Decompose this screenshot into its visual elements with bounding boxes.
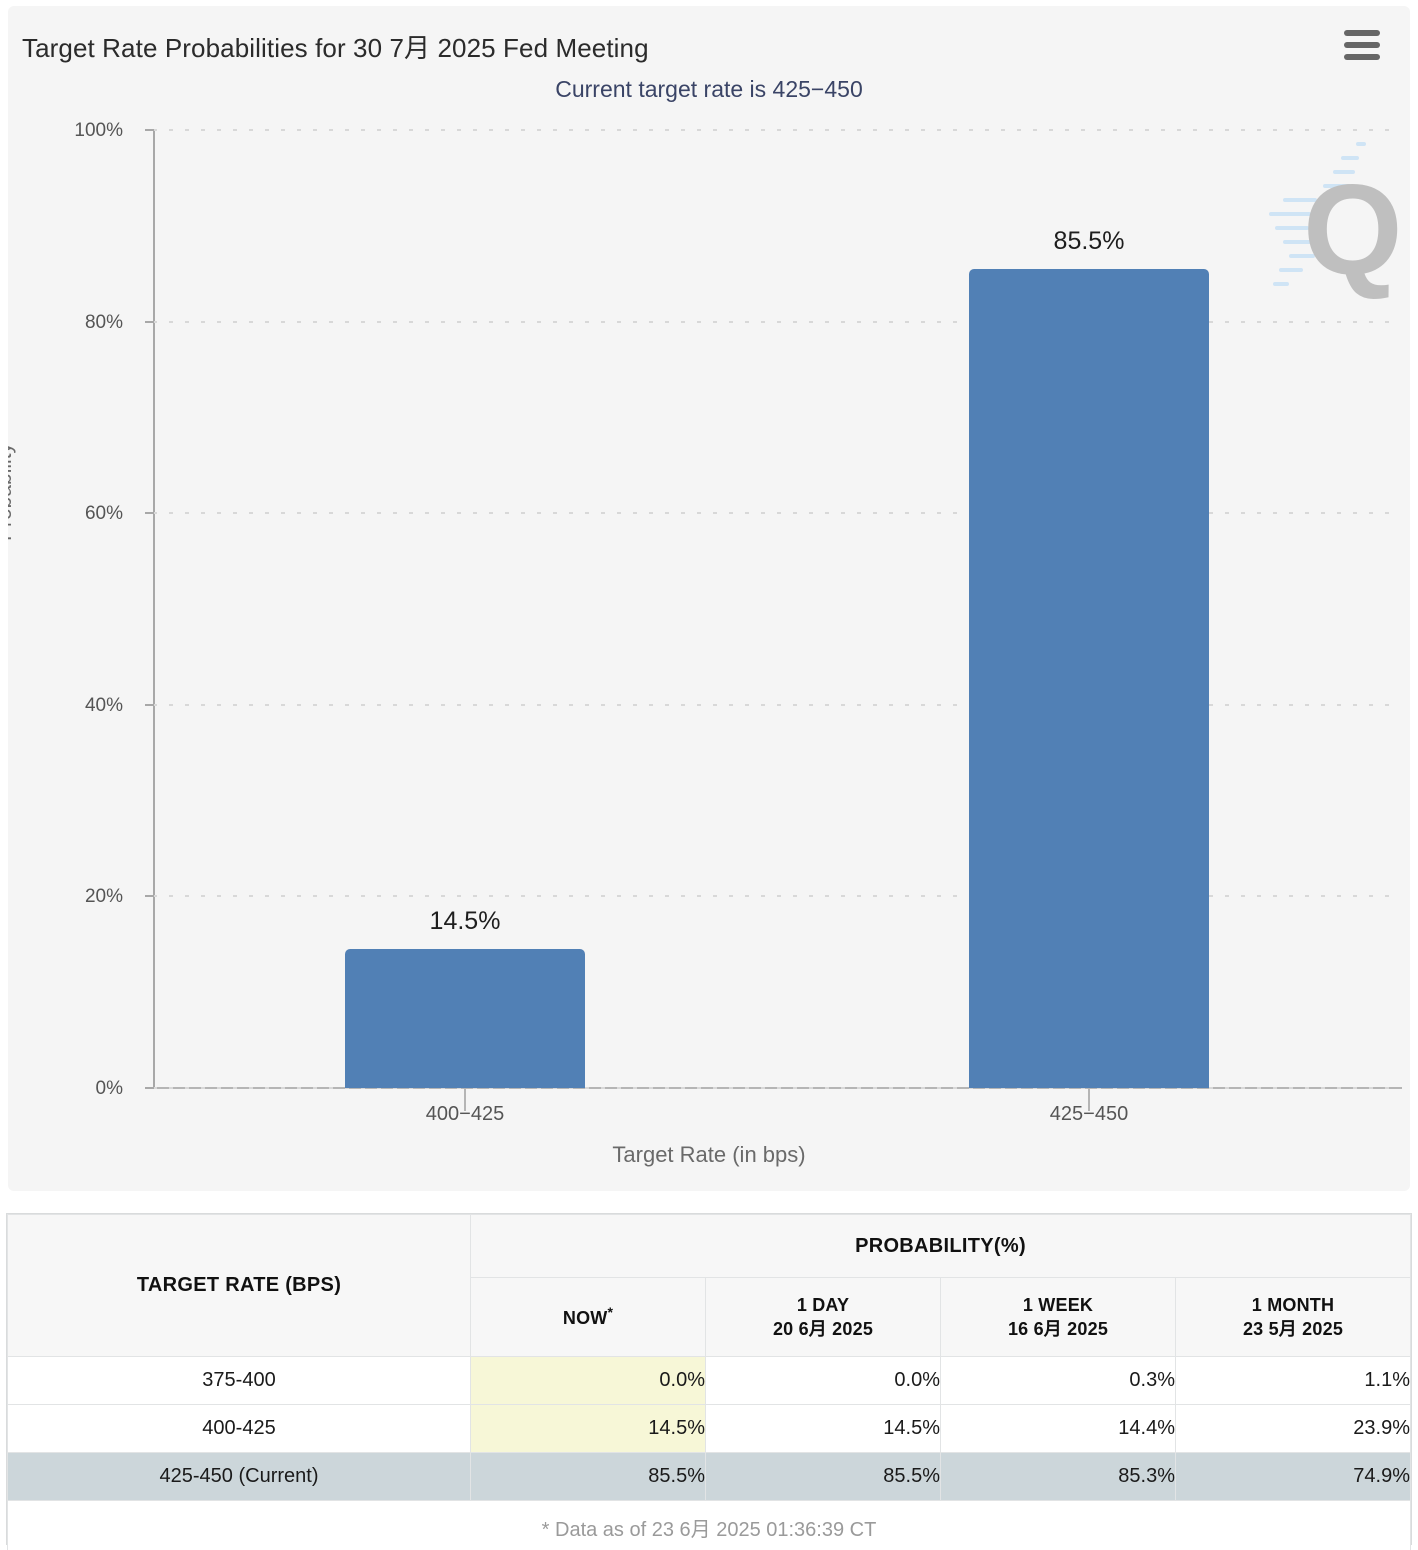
table-footnote-row: * Data as of 23 6月 2025 01:36:39 CT: [7, 1500, 1411, 1550]
bar-value-label: 14.5%: [429, 907, 501, 936]
header-col-now-star: *: [607, 1304, 614, 1321]
gridline: [153, 129, 1401, 131]
header-probability-group: PROBABILITY(%): [470, 1214, 1411, 1278]
cell-1week: 14.4%: [940, 1404, 1176, 1453]
y-axis-line: [153, 130, 155, 1088]
bar-value-label: 85.5%: [1053, 226, 1125, 255]
header-col-1week-label: 1 WEEK: [1022, 1294, 1094, 1315]
probability-table-panel: TARGET RATE (BPS) PROBABILITY(%) NOW* 1 …: [6, 1213, 1412, 1550]
y-tick-label: 60%: [84, 503, 123, 525]
x-tick-mark: [464, 1089, 466, 1111]
y-tick-mark: [145, 512, 154, 515]
header-col-1week-date: 16 6月 2025: [1007, 1319, 1109, 1339]
x-axis-title: Target Rate (in bps): [612, 1142, 806, 1167]
y-tick-label: 0%: [95, 1078, 123, 1099]
bar-425-450[interactable]: [969, 268, 1209, 1088]
gridline: [153, 320, 1401, 323]
y-tick-label: 80%: [84, 311, 123, 333]
x-tick-mark: [1088, 1089, 1090, 1111]
y-tick-mark: [145, 1087, 154, 1089]
header-col-now-label: NOW: [562, 1308, 608, 1329]
cell-1day: 14.5%: [705, 1404, 941, 1453]
header-col-1month[interactable]: 1 MONTH 23 5月 2025: [1175, 1277, 1411, 1357]
cell-1week: 0.3%: [940, 1356, 1176, 1405]
table-row: 375-400 0.0% 0.0% 0.3% 1.1%: [7, 1356, 1411, 1405]
gridline: [153, 1087, 1401, 1089]
table-row: 425-450 (Current) 85.5% 85.5% 85.3% 74.9%: [7, 1452, 1411, 1501]
hamburger-bar: [1344, 54, 1380, 60]
cell-target-rate: 400-425: [7, 1404, 471, 1453]
y-tick-label: 20%: [84, 886, 123, 908]
header-col-1week[interactable]: 1 WEEK 16 6月 2025: [940, 1277, 1176, 1357]
table-header-row-bottom: NOW* 1 DAY 20 6月 2025 1 WEEK 16 6月 2025 …: [8, 1277, 1411, 1357]
hamburger-bar: [1344, 42, 1380, 48]
q-logo-watermark: Q: [1263, 134, 1403, 302]
cell-1month: 74.9%: [1175, 1452, 1411, 1501]
cell-target-rate: 425-450 (Current): [7, 1452, 471, 1501]
header-col-1day-label: 1 DAY: [796, 1294, 850, 1315]
header-col-1month-date: 23 5月 2025: [1242, 1319, 1344, 1339]
table-body: 375-400 0.0% 0.0% 0.3% 1.1% 400-425 14.5% 14.5%…: [7, 1356, 1411, 1501]
bar-400-425[interactable]: [345, 949, 585, 1088]
y-tick-label: 40%: [84, 694, 123, 716]
chart-title: Target Rate Probabilities for 30 7月 2025…: [22, 33, 649, 63]
svg-text:Q: Q: [1303, 159, 1403, 299]
gridline: [153, 703, 1401, 706]
header-col-1day[interactable]: 1 DAY 20 6月 2025: [705, 1277, 941, 1357]
header-col-now[interactable]: NOW*: [470, 1277, 706, 1357]
header-col-1month-label: 1 MONTH: [1251, 1294, 1335, 1315]
cell-1day: 85.5%: [705, 1452, 941, 1501]
cell-now: 85.5%: [470, 1452, 706, 1501]
y-tick-mark: [145, 129, 154, 131]
probability-table: TARGET RATE (BPS) PROBABILITY(%) NOW* 1 …: [7, 1214, 1411, 1550]
cell-1month: 23.9%: [1175, 1404, 1411, 1453]
hamburger-menu-icon[interactable]: [1344, 30, 1380, 60]
cell-1month: 1.1%: [1175, 1356, 1411, 1405]
header-col-1day-date: 20 6月 2025: [772, 1319, 874, 1339]
table-header-row-top: TARGET RATE (BPS) PROBABILITY(%): [7, 1214, 1411, 1357]
chart-subtitle: Current target rate is 425−450: [555, 76, 863, 102]
header-target-rate: TARGET RATE (BPS): [7, 1214, 471, 1357]
table-row: 400-425 14.5% 14.5% 14.4% 23.9%: [7, 1404, 1411, 1453]
cell-now: 14.5%: [470, 1404, 706, 1453]
y-tick-label: 100%: [74, 120, 123, 141]
hamburger-bar: [1344, 30, 1380, 36]
y-tick-mark: [145, 320, 154, 323]
cell-now: 0.0%: [470, 1356, 706, 1405]
y-tick-mark: [145, 895, 154, 898]
cell-target-rate: 375-400: [7, 1356, 471, 1405]
cell-1day: 0.0%: [705, 1356, 941, 1405]
y-tick-mark: [145, 703, 154, 706]
table-footnote: * Data as of 23 6月 2025 01:36:39 CT: [7, 1500, 1411, 1550]
cell-1week: 85.3%: [940, 1452, 1176, 1501]
x-tick-label: 400−425: [425, 1103, 505, 1125]
chart-panel: Target Rate Probabilities for 30 7月 2025…: [8, 6, 1410, 1191]
x-tick-label: 425−450: [1049, 1103, 1129, 1125]
gridline: [153, 512, 1401, 515]
gridline: [153, 895, 1401, 898]
y-axis-title: Probability: [8, 442, 16, 541]
